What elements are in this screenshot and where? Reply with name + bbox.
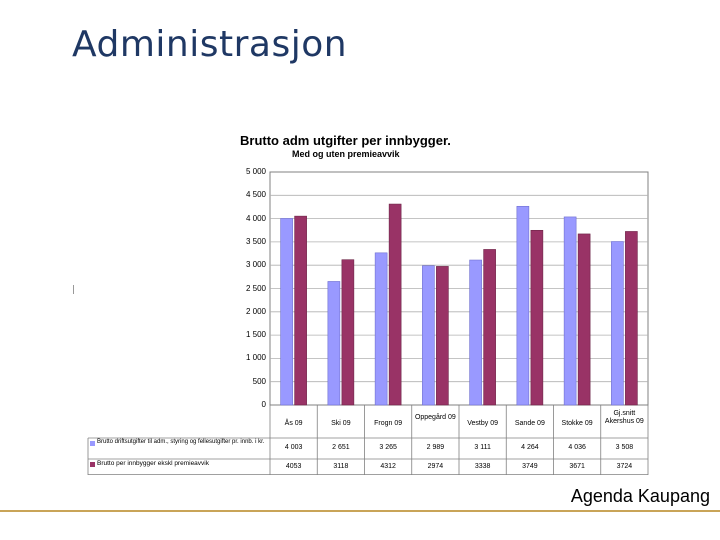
bar-1 (469, 259, 482, 406)
y-tick-label: 500 (252, 376, 266, 386)
table-cell: 3 111 (474, 444, 491, 451)
bar-1 (563, 216, 577, 406)
table-cell: 4 036 (568, 444, 586, 451)
category-label: Sande 09 (514, 419, 545, 427)
legend-label-1: Brutto driftsutgifter til adm., styring … (97, 439, 265, 445)
legend-swatch-2 (90, 462, 95, 467)
y-tick-label: 1 500 (245, 330, 266, 340)
bar-2 (436, 266, 449, 406)
y-tick-label: 0 (261, 400, 266, 409)
table-cell: 4053 (285, 463, 302, 470)
category-label: Frogn 09 (374, 419, 403, 427)
legend-label-2: Brutto per innbygger ekskl premieavvik (97, 460, 209, 467)
table-cell: 3338 (474, 463, 491, 470)
category-label: Ski 09 (331, 419, 351, 427)
bar-1 (422, 265, 435, 406)
chart: Brutto adm utgifter per innbygger. Med o… (80, 130, 650, 475)
table-cell: 4 003 (284, 444, 303, 451)
table-cell: 4312 (380, 463, 396, 470)
table-cell: 3724 (616, 463, 633, 470)
bar-2 (625, 231, 638, 406)
y-tick-label: 2 000 (245, 306, 266, 316)
table-cell: 3671 (569, 463, 585, 470)
table-cell: 3 265 (379, 444, 397, 451)
category-label: Gj.snitt Akershus 09 (604, 409, 644, 425)
chart-subtitle: Med og uten premieavvik (292, 149, 400, 159)
chart-title: Brutto adm utgifter per innbygger. (240, 133, 451, 148)
category-label: Ås 09 (284, 419, 303, 427)
bar-1 (611, 241, 624, 406)
y-tick-label: 3 500 (245, 236, 266, 246)
bar-2 (388, 203, 402, 406)
stray-mark (73, 285, 74, 294)
table-cell: 2 989 (426, 444, 445, 451)
table-cell: 2974 (427, 463, 444, 470)
category-label: Stokke 09 (561, 419, 593, 427)
bar-1 (280, 218, 293, 406)
y-tick-label: 5 000 (245, 167, 266, 176)
bar-2 (577, 233, 591, 406)
legend-swatch-1 (90, 441, 95, 446)
table-cell: 3749 (522, 463, 538, 470)
y-tick-label: 1 000 (245, 353, 266, 363)
bar-2 (341, 259, 355, 406)
category-label: Oppegård 09 (414, 413, 456, 421)
category-label: Vestby 09 (467, 419, 498, 427)
bar-2 (294, 215, 307, 406)
table-cell: 2 651 (332, 444, 350, 451)
y-tick-label: 3 000 (245, 260, 266, 270)
slide-footer: Agenda Kaupang (570, 486, 710, 506)
chart-canvas (87, 171, 649, 475)
bar-1 (327, 281, 341, 406)
slide-title: Administrasjon (72, 24, 348, 65)
bar-1 (374, 252, 388, 406)
footer-rule (0, 510, 720, 512)
bar-2 (483, 249, 496, 406)
table-cell: 3 508 (615, 444, 634, 451)
bar-1 (516, 205, 530, 406)
table-cell: 4 264 (521, 444, 539, 451)
bar-2 (530, 229, 544, 406)
table-cell: 3118 (333, 463, 349, 470)
y-tick-label: 2 500 (245, 283, 266, 293)
y-tick-label: 4 500 (245, 190, 266, 200)
y-tick-label: 4 000 (245, 213, 266, 223)
